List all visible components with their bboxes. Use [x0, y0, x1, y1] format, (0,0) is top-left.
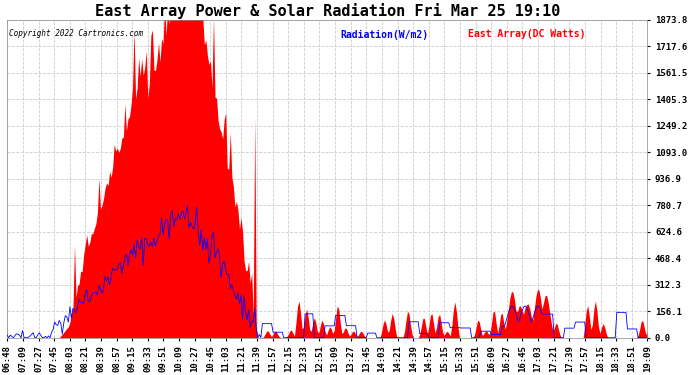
Text: Radiation(W/m2): Radiation(W/m2)	[340, 30, 428, 39]
Text: East Array(DC Watts): East Array(DC Watts)	[468, 30, 586, 39]
Text: Copyright 2022 Cartronics.com: Copyright 2022 Cartronics.com	[8, 30, 143, 39]
Title: East Array Power & Solar Radiation Fri Mar 25 19:10: East Array Power & Solar Radiation Fri M…	[95, 3, 560, 19]
